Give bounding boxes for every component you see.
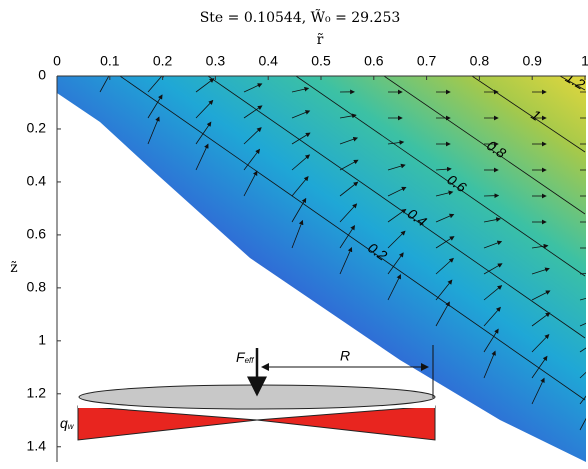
y-tick-label: 0 — [38, 67, 46, 83]
x-axis-label: r̃ — [317, 32, 324, 48]
y-axis-label: z̃ — [10, 260, 17, 276]
x-tick-label: 0.9 — [522, 53, 542, 69]
y-tick-label: 1.4 — [27, 437, 47, 453]
inset-diagram: Feff R qw — [60, 345, 435, 440]
y-tick-label: 0.2 — [27, 120, 47, 136]
y-tick-label: 0.6 — [27, 226, 47, 242]
radius-label: R — [340, 348, 350, 364]
x-tick-label: 0.3 — [206, 53, 226, 69]
x-tick-label: 0.2 — [153, 53, 173, 69]
chart-title: Ste = 0.10544, W̃₀ = 29.253 — [200, 8, 401, 26]
x-tick-label: 0.4 — [258, 53, 278, 69]
x-tick-label: 0.8 — [470, 53, 490, 69]
y-tick-label: 0.4 — [27, 173, 47, 189]
x-tick-label: 0.1 — [100, 53, 120, 69]
y-tick-label: 1.2 — [27, 384, 47, 400]
flux-label-main: q — [60, 415, 68, 431]
force-label-sub: eff — [245, 356, 255, 365]
y-tick-label: 0.8 — [27, 279, 47, 295]
x-tick-label: 0.6 — [364, 53, 384, 69]
x-tick-label: 0 — [53, 53, 61, 69]
x-tick-label: 1 — [581, 53, 588, 69]
y-tick-label: 1 — [38, 332, 46, 348]
flux-label: qw — [60, 415, 75, 431]
force-label: Feff — [236, 349, 254, 365]
x-tick-label: 0.5 — [311, 53, 331, 69]
x-tick-label: 0.7 — [417, 53, 437, 69]
flux-label-sub: w — [68, 422, 75, 431]
